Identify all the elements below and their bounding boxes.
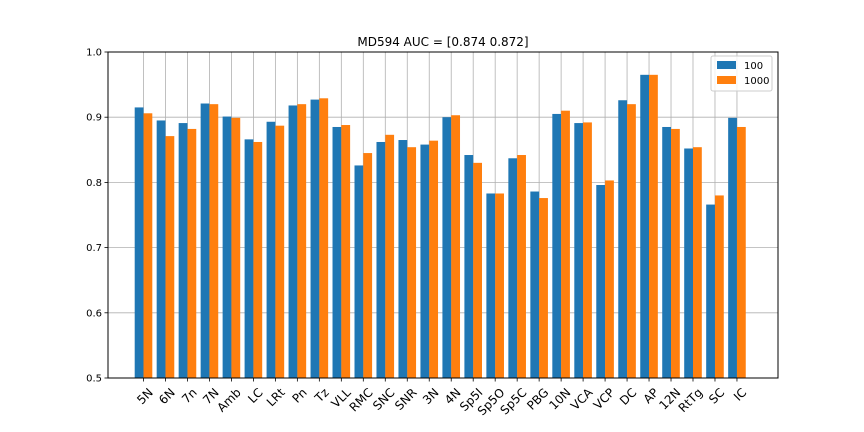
x-tick-label: PBG [524, 385, 551, 412]
x-tick-label: LC [245, 385, 266, 406]
bar-series-1000-Tz [319, 98, 329, 379]
legend-swatch-100 [717, 61, 736, 69]
legend-label-100: 100 [744, 61, 763, 72]
y-tick-label: 0.5 [86, 374, 102, 385]
bar-series-100-3N [420, 144, 430, 378]
bar-series-1000-3N [429, 140, 439, 378]
bar-series-100-7n [178, 123, 188, 379]
bar-series-1000-RtTg [693, 147, 702, 378]
x-tick-label: 7n [179, 385, 200, 406]
bar-series-1000-7n [187, 128, 197, 378]
bar-series-1000-Sp5C [517, 155, 526, 378]
bar-series-1000-10N [561, 110, 570, 379]
bar-series-100-RtTg [684, 148, 693, 378]
x-tick-label: RMC [347, 385, 376, 414]
x-tick-label: Tz [311, 385, 331, 405]
x-tick-label: VCP [591, 385, 618, 412]
x-tick-label: SNR [392, 385, 420, 413]
bar-series-1000-RMC [363, 153, 373, 378]
bar-series-100-Amb [222, 116, 232, 378]
bar-series-1000-LRt [275, 125, 285, 379]
x-tick-label: SNC [370, 385, 398, 413]
bar-series-1000-AP [649, 74, 658, 378]
bars [134, 74, 746, 379]
bar-series-1000-Sp5I [473, 162, 482, 378]
bar-series-100-SNC [376, 141, 386, 378]
bar-series-1000-12N [671, 128, 680, 378]
x-tick-label: SC [706, 385, 727, 406]
y-tick-label: 0.6 [86, 308, 102, 319]
bar-series-100-IC [728, 117, 737, 379]
bar-series-1000-DC [627, 104, 636, 378]
x-tick-label: IC [731, 385, 749, 403]
x-tick-label: LRt [264, 385, 288, 409]
bar-series-100-10N [552, 113, 562, 378]
bar-series-100-PBG [530, 191, 540, 378]
y-tick-label: 0.7 [86, 243, 102, 254]
x-tick-label: VCA [568, 385, 596, 413]
bar-series-1000-VLL [341, 125, 351, 378]
bar-series-1000-Sp5O [495, 193, 504, 378]
bar-series-1000-Pn [297, 104, 307, 378]
plot-frame [107, 51, 779, 379]
bar-series-1000-PBG [539, 198, 548, 378]
bar-series-100-VCP [596, 185, 606, 378]
bar-series-1000-7N [209, 104, 219, 378]
bar-series-100-VLL [332, 126, 342, 378]
x-tick-label: Pn [289, 385, 309, 405]
legend-label-1000: 1000 [744, 76, 769, 87]
bar-series-100-VCA [574, 123, 584, 379]
bar-series-100-SC [706, 204, 715, 378]
bar-series-1000-5N [143, 113, 153, 379]
bar-series-100-12N [662, 126, 672, 378]
x-tick-label: Amb [214, 385, 243, 414]
bar-series-100-LC [244, 139, 254, 378]
y-tick-label: 1.0 [86, 48, 102, 59]
legend-swatch-1000 [717, 76, 736, 84]
bar-series-1000-Amb [231, 117, 241, 379]
x-tick-label: 5N [134, 385, 156, 407]
bar-series-100-Tz [310, 99, 320, 378]
x-tick-label: 6N [156, 385, 178, 407]
y-tick-label: 0.8 [86, 178, 102, 189]
bar-series-100-Sp5O [486, 193, 496, 378]
x-tick-label: 10N [546, 385, 573, 412]
bar-series-100-Pn [288, 105, 298, 379]
bar-series-1000-LC [253, 141, 263, 378]
bar-series-1000-SNR [407, 147, 417, 378]
bar-series-1000-VCA [583, 122, 592, 378]
x-tick-label: RtTg [676, 385, 706, 415]
chart-title: MD594 AUC = [0.874 0.872] [357, 35, 528, 49]
bar-series-1000-6N [165, 136, 175, 378]
bar-series-100-DC [618, 100, 628, 379]
bar-series-1000-4N [451, 115, 461, 378]
bar-series-100-5N [134, 107, 144, 379]
bar-series-100-7N [200, 103, 210, 379]
bar-series-100-LRt [266, 121, 276, 378]
x-tick-label: 3N [420, 385, 442, 407]
bar-series-100-Sp5I [464, 155, 474, 378]
y-axis: 0.5 0.6 0.7 0.8 0.9 1.0 [86, 48, 108, 385]
bar-series-1000-VCP [605, 180, 614, 378]
legend: 100 1000 [710, 55, 773, 92]
y-tick-label: 0.9 [86, 113, 102, 124]
bar-series-100-RMC [354, 165, 364, 378]
bar-series-100-SNR [398, 140, 408, 378]
bar-series-1000-SNC [385, 134, 395, 378]
bar-series-100-AP [640, 74, 650, 378]
x-tick-label: DC [617, 385, 639, 407]
bar-series-100-Sp5C [508, 158, 518, 378]
bar-series-1000-SC [714, 195, 724, 378]
bar-series-100-6N [156, 120, 166, 379]
bar-series-100-4N [442, 117, 452, 378]
bar-series-1000-IC [736, 126, 746, 378]
